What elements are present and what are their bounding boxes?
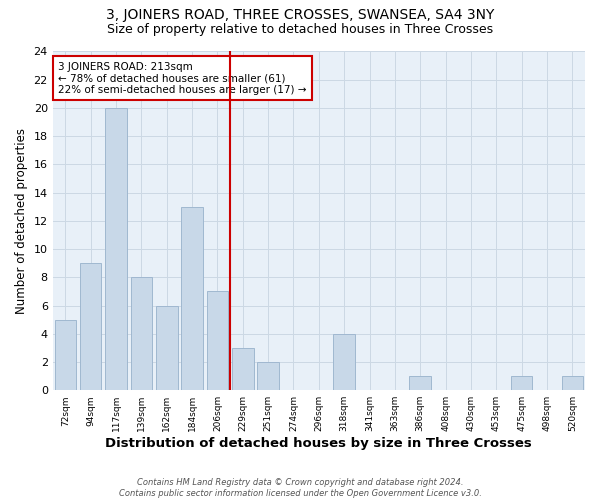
Text: 3, JOINERS ROAD, THREE CROSSES, SWANSEA, SA4 3NY: 3, JOINERS ROAD, THREE CROSSES, SWANSEA,… — [106, 8, 494, 22]
Bar — [257, 362, 279, 390]
Bar — [181, 206, 203, 390]
Bar — [156, 306, 178, 390]
Text: Contains HM Land Registry data © Crown copyright and database right 2024.
Contai: Contains HM Land Registry data © Crown c… — [119, 478, 481, 498]
Bar — [562, 376, 583, 390]
Bar — [80, 263, 101, 390]
Text: 3 JOINERS ROAD: 213sqm
← 78% of detached houses are smaller (61)
22% of semi-det: 3 JOINERS ROAD: 213sqm ← 78% of detached… — [58, 62, 307, 95]
Bar — [409, 376, 431, 390]
Bar — [334, 334, 355, 390]
X-axis label: Distribution of detached houses by size in Three Crosses: Distribution of detached houses by size … — [106, 437, 532, 450]
Bar — [105, 108, 127, 390]
Bar — [131, 278, 152, 390]
Bar — [232, 348, 254, 390]
Bar — [206, 292, 228, 390]
Bar — [55, 320, 76, 390]
Bar — [511, 376, 532, 390]
Y-axis label: Number of detached properties: Number of detached properties — [15, 128, 28, 314]
Text: Size of property relative to detached houses in Three Crosses: Size of property relative to detached ho… — [107, 22, 493, 36]
